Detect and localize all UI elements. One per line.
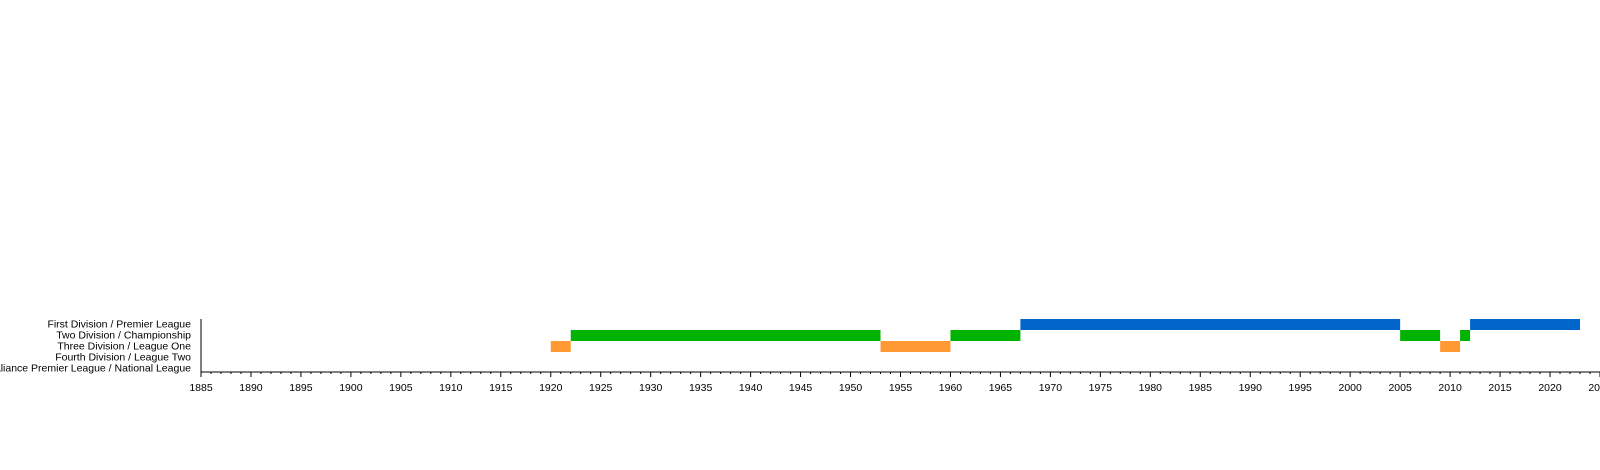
x-tick-label: 1945 <box>789 382 813 394</box>
period-bar <box>1020 319 1401 330</box>
period-bar <box>1460 330 1471 341</box>
x-tick-label: 1990 <box>1239 382 1263 394</box>
x-tick-label: 1985 <box>1189 382 1213 394</box>
row-label: Fourth Division / League Two <box>55 351 191 363</box>
row-label: Two Division / Championship <box>56 329 191 341</box>
x-tick-label: 1890 <box>239 382 263 394</box>
period-bar <box>880 341 951 352</box>
x-tick-label: 2000 <box>1338 382 1362 394</box>
x-tick-label: 1895 <box>289 382 313 394</box>
row-label: First Division / Premier League <box>47 318 191 330</box>
x-tick-label: 1940 <box>739 382 763 394</box>
x-tick-label: 1960 <box>939 382 963 394</box>
x-tick-label: 2020 <box>1538 382 1562 394</box>
x-tick-label: 1970 <box>1039 382 1063 394</box>
period-bar <box>1400 330 1441 341</box>
x-tick-label: 1900 <box>339 382 363 394</box>
row-label: Three Division / League One <box>57 340 191 352</box>
x-tick-label: 2015 <box>1488 382 1512 394</box>
period-bar <box>1440 341 1461 352</box>
row-label: Aliance Premier League / National League <box>0 362 191 374</box>
x-tick-label: 1905 <box>389 382 413 394</box>
x-tick-label: 1935 <box>689 382 713 394</box>
x-tick-label: 2025 <box>1588 382 1600 394</box>
x-tick-label: 1965 <box>989 382 1013 394</box>
period-bar <box>570 330 881 341</box>
x-tick-label: 1925 <box>589 382 613 394</box>
x-tick-label: 1955 <box>889 382 913 394</box>
period-bar <box>550 341 571 352</box>
period-bar <box>1470 319 1581 330</box>
x-tick-label: 1950 <box>839 382 863 394</box>
x-tick-label: 1975 <box>1089 382 1113 394</box>
x-tick-label: 2005 <box>1388 382 1412 394</box>
x-tick-label: 1980 <box>1139 382 1163 394</box>
x-tick-label: 1995 <box>1289 382 1313 394</box>
period-bar <box>950 330 1021 341</box>
x-tick-label: 2010 <box>1438 382 1462 394</box>
x-tick-label: 1910 <box>439 382 463 394</box>
x-tick-label: 1885 <box>189 382 213 394</box>
x-tick-label: 1915 <box>489 382 513 394</box>
x-tick-label: 1920 <box>539 382 563 394</box>
x-tick-label: 1930 <box>639 382 663 394</box>
